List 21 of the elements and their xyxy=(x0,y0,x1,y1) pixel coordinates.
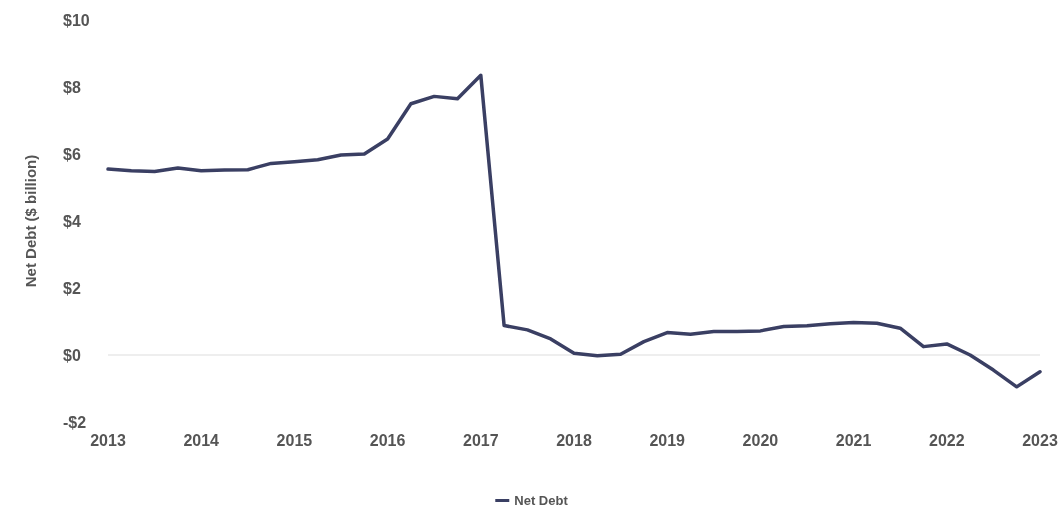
y-tick-label: $6 xyxy=(63,145,81,163)
x-tick-label: 2016 xyxy=(369,431,406,449)
x-tick-label: 2019 xyxy=(649,431,686,449)
y-tick-label: $4 xyxy=(63,212,81,230)
x-tick-label: 2023 xyxy=(1022,431,1058,449)
x-tick-label: 2020 xyxy=(742,431,779,449)
x-tick-label: 2015 xyxy=(276,431,313,449)
y-tick-label: $10 xyxy=(63,11,90,29)
y-axis-title: Net Debt ($ billion) xyxy=(22,154,39,288)
x-tick-label: 2014 xyxy=(183,431,220,449)
line-series xyxy=(106,73,1042,389)
y-tick-label: $2 xyxy=(63,279,81,297)
legend-label: Net Debt xyxy=(514,493,569,508)
x-tick-label: 2017 xyxy=(463,431,499,449)
y-tick-label: $8 xyxy=(63,78,81,96)
x-tick-label: 2013 xyxy=(90,431,126,449)
x-tick-label: 2018 xyxy=(556,431,592,449)
y-tick-label: -$2 xyxy=(63,413,87,431)
y-tick-label: $0 xyxy=(63,346,81,364)
x-tick-label: 2022 xyxy=(929,431,965,449)
x-tick-label: 2021 xyxy=(835,431,872,449)
